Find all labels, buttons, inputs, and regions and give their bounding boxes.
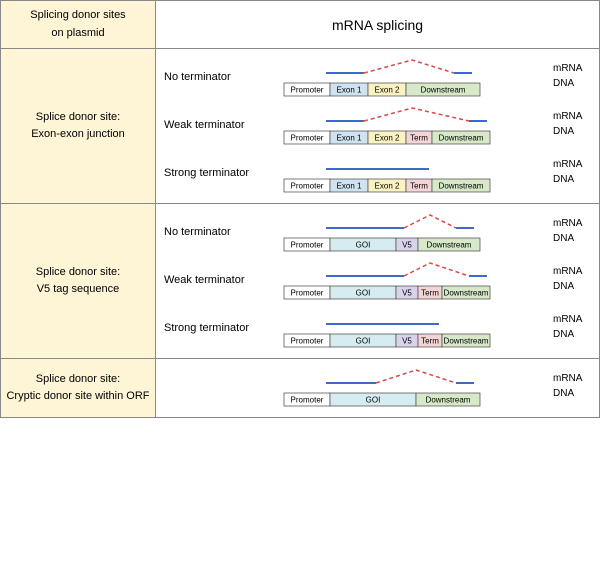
svg-text:Term: Term xyxy=(410,134,428,143)
svg-text:Promoter: Promoter xyxy=(291,134,324,143)
dna-label: DNA xyxy=(553,174,591,185)
row-title-line1: Splice donor site: xyxy=(36,371,120,389)
mrna-label: mRNA xyxy=(553,63,591,74)
svg-text:Term: Term xyxy=(410,182,428,191)
row-left-cell: Splice donor site:Cryptic donor site wit… xyxy=(1,359,156,417)
terminator-label: No terminator xyxy=(164,71,274,83)
svg-text:Exon 2: Exon 2 xyxy=(375,134,400,143)
svg-text:Downstream: Downstream xyxy=(439,134,484,143)
svg-text:GOI: GOI xyxy=(366,396,381,405)
svg-text:GOI: GOI xyxy=(356,337,371,346)
splice-diagram: Promoter GOI V5 Term Downstream xyxy=(274,307,553,349)
terminator-label: Strong terminator xyxy=(164,167,274,179)
terminator-label: Weak terminator xyxy=(164,274,274,286)
svg-text:V5: V5 xyxy=(402,241,412,250)
dna-label: DNA xyxy=(553,126,591,137)
svg-text:Downstream: Downstream xyxy=(444,337,489,346)
mrna-label: mRNA xyxy=(553,314,591,325)
axis-labels: mRNA DNA xyxy=(553,159,591,187)
mrna-label: mRNA xyxy=(553,373,591,384)
sub-row: Strong terminator Promoter Exon 1 Exon 2 Ter… xyxy=(164,152,591,194)
dna-label: DNA xyxy=(553,388,591,399)
svg-text:Exon 2: Exon 2 xyxy=(375,182,400,191)
row-left-cell: Splice donor site:Exon-exon junction xyxy=(1,49,156,203)
sub-row: Weak terminator Promoter GOI V5 Term Downstre… xyxy=(164,259,591,301)
splice-diagram: Promoter Exon 1 Exon 2 Downstream xyxy=(274,56,553,98)
svg-text:Downstream: Downstream xyxy=(427,241,472,250)
header-right-title: mRNA splicing xyxy=(332,17,423,33)
svg-text:Exon 1: Exon 1 xyxy=(337,86,362,95)
axis-labels: mRNA DNA xyxy=(553,63,591,91)
svg-text:Downstream: Downstream xyxy=(444,289,489,298)
svg-text:Promoter: Promoter xyxy=(291,182,324,191)
svg-text:Downstream: Downstream xyxy=(426,396,471,405)
svg-text:GOI: GOI xyxy=(356,289,371,298)
splice-diagram: Promoter GOI V5 Term Downstream xyxy=(274,259,553,301)
dna-label: DNA xyxy=(553,281,591,292)
axis-labels: mRNA DNA xyxy=(553,314,591,342)
dna-label: DNA xyxy=(553,233,591,244)
header-left-cell: Splicing donor sites on plasmid xyxy=(1,1,156,48)
splice-diagram: Promoter Exon 1 Exon 2 Term Downstream xyxy=(274,104,553,146)
dna-label: DNA xyxy=(553,78,591,89)
row-right-cell: Promoter GOI Downstream mRNA DNA xyxy=(156,359,599,417)
svg-text:Exon 1: Exon 1 xyxy=(337,182,362,191)
body-row: Splice donor site:Exon-exon junction No t… xyxy=(1,49,599,204)
axis-labels: mRNA DNA xyxy=(553,266,591,294)
row-title-line2: V5 tag sequence xyxy=(37,281,120,299)
axis-labels: mRNA DNA xyxy=(553,218,591,246)
mrna-label: mRNA xyxy=(553,159,591,170)
splice-diagram: Promoter GOI Downstream xyxy=(274,366,553,408)
svg-text:Exon 2: Exon 2 xyxy=(375,86,400,95)
sub-row: Weak terminator Promoter Exon 1 Exon 2 Term D… xyxy=(164,104,591,146)
header-left-line1: Splicing donor sites xyxy=(30,7,125,25)
svg-text:Promoter: Promoter xyxy=(291,289,324,298)
figure-table: Splicing donor sites on plasmid mRNA spl… xyxy=(0,0,600,418)
svg-text:Promoter: Promoter xyxy=(291,337,324,346)
header-right-cell: mRNA splicing xyxy=(156,1,599,48)
splice-diagram: Promoter Exon 1 Exon 2 Term Downstream xyxy=(274,152,553,194)
sub-row: Strong terminator Promoter GOI V5 Term Downst… xyxy=(164,307,591,349)
sub-row: No terminator Promoter Exon 1 Exon 2 Downstr… xyxy=(164,56,591,98)
row-title-line2: Exon-exon junction xyxy=(31,126,125,144)
terminator-label: Strong terminator xyxy=(164,322,274,334)
row-title-line2: Cryptic donor site within ORF xyxy=(6,388,149,406)
svg-text:V5: V5 xyxy=(402,337,412,346)
svg-text:Exon 1: Exon 1 xyxy=(337,134,362,143)
axis-labels: mRNA DNA xyxy=(553,111,591,139)
mrna-label: mRNA xyxy=(553,218,591,229)
row-title-line1: Splice donor site: xyxy=(36,109,120,127)
svg-text:Downstream: Downstream xyxy=(421,86,466,95)
header-row: Splicing donor sites on plasmid mRNA spl… xyxy=(1,1,599,49)
dna-label: DNA xyxy=(553,329,591,340)
body-row: Splice donor site:Cryptic donor site wit… xyxy=(1,359,599,417)
svg-text:Promoter: Promoter xyxy=(291,396,324,405)
svg-text:GOI: GOI xyxy=(356,241,371,250)
sub-row: No terminator Promoter GOI V5 Downstream mRNA… xyxy=(164,211,591,253)
svg-text:Promoter: Promoter xyxy=(291,241,324,250)
header-left-line2: on plasmid xyxy=(51,25,104,43)
axis-labels: mRNA DNA xyxy=(553,373,591,401)
svg-text:V5: V5 xyxy=(402,289,412,298)
terminator-label: Weak terminator xyxy=(164,119,274,131)
row-title-line1: Splice donor site: xyxy=(36,264,120,282)
terminator-label: No terminator xyxy=(164,226,274,238)
mrna-label: mRNA xyxy=(553,111,591,122)
splice-diagram: Promoter GOI V5 Downstream xyxy=(274,211,553,253)
row-right-cell: No terminator Promoter Exon 1 Exon 2 Downstr… xyxy=(156,49,599,203)
sub-row: Promoter GOI Downstream mRNA DNA xyxy=(164,366,591,408)
svg-text:Term: Term xyxy=(421,289,439,298)
svg-text:Promoter: Promoter xyxy=(291,86,324,95)
body-row: Splice donor site:V5 tag sequence No term… xyxy=(1,204,599,359)
svg-text:Term: Term xyxy=(421,337,439,346)
svg-text:Downstream: Downstream xyxy=(439,182,484,191)
mrna-label: mRNA xyxy=(553,266,591,277)
row-right-cell: No terminator Promoter GOI V5 Downstream mRNA… xyxy=(156,204,599,358)
row-left-cell: Splice donor site:V5 tag sequence xyxy=(1,204,156,358)
